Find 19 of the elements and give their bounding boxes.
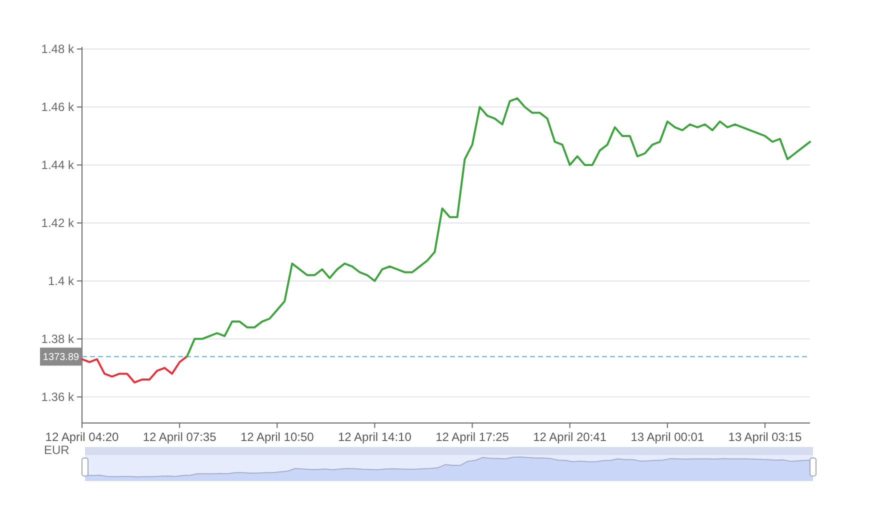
y-tick-label: 1.4 k (48, 274, 75, 288)
y-tick-label: 1.46 k (41, 100, 75, 114)
x-tick-label: 12 April 17:25 (436, 430, 510, 444)
x-tick-label: 13 April 00:01 (630, 430, 704, 444)
line-series (81, 355, 188, 384)
x-tick-label: 12 April 10:50 (240, 430, 314, 444)
x-tick-label: 12 April 20:41 (533, 430, 607, 444)
line-series (186, 97, 811, 358)
y-axis-title: EUR (44, 443, 70, 457)
x-tick-label: 13 April 03:15 (728, 430, 802, 444)
y-tick-label: 1.44 k (41, 158, 75, 172)
y-tick-label: 1.38 k (41, 332, 75, 346)
x-tick-label: 12 April 04:20 (45, 430, 120, 444)
y-tick-label: 1.48 k (41, 42, 75, 56)
x-tick-label: 12 April 14:10 (338, 430, 412, 444)
y-tick-label: 1.36 k (41, 390, 75, 404)
y-tick-label: 1.42 k (41, 216, 75, 230)
x-tick-label: 12 April 07:35 (142, 430, 217, 444)
ref-line-label: 1373.89 (42, 352, 80, 364)
